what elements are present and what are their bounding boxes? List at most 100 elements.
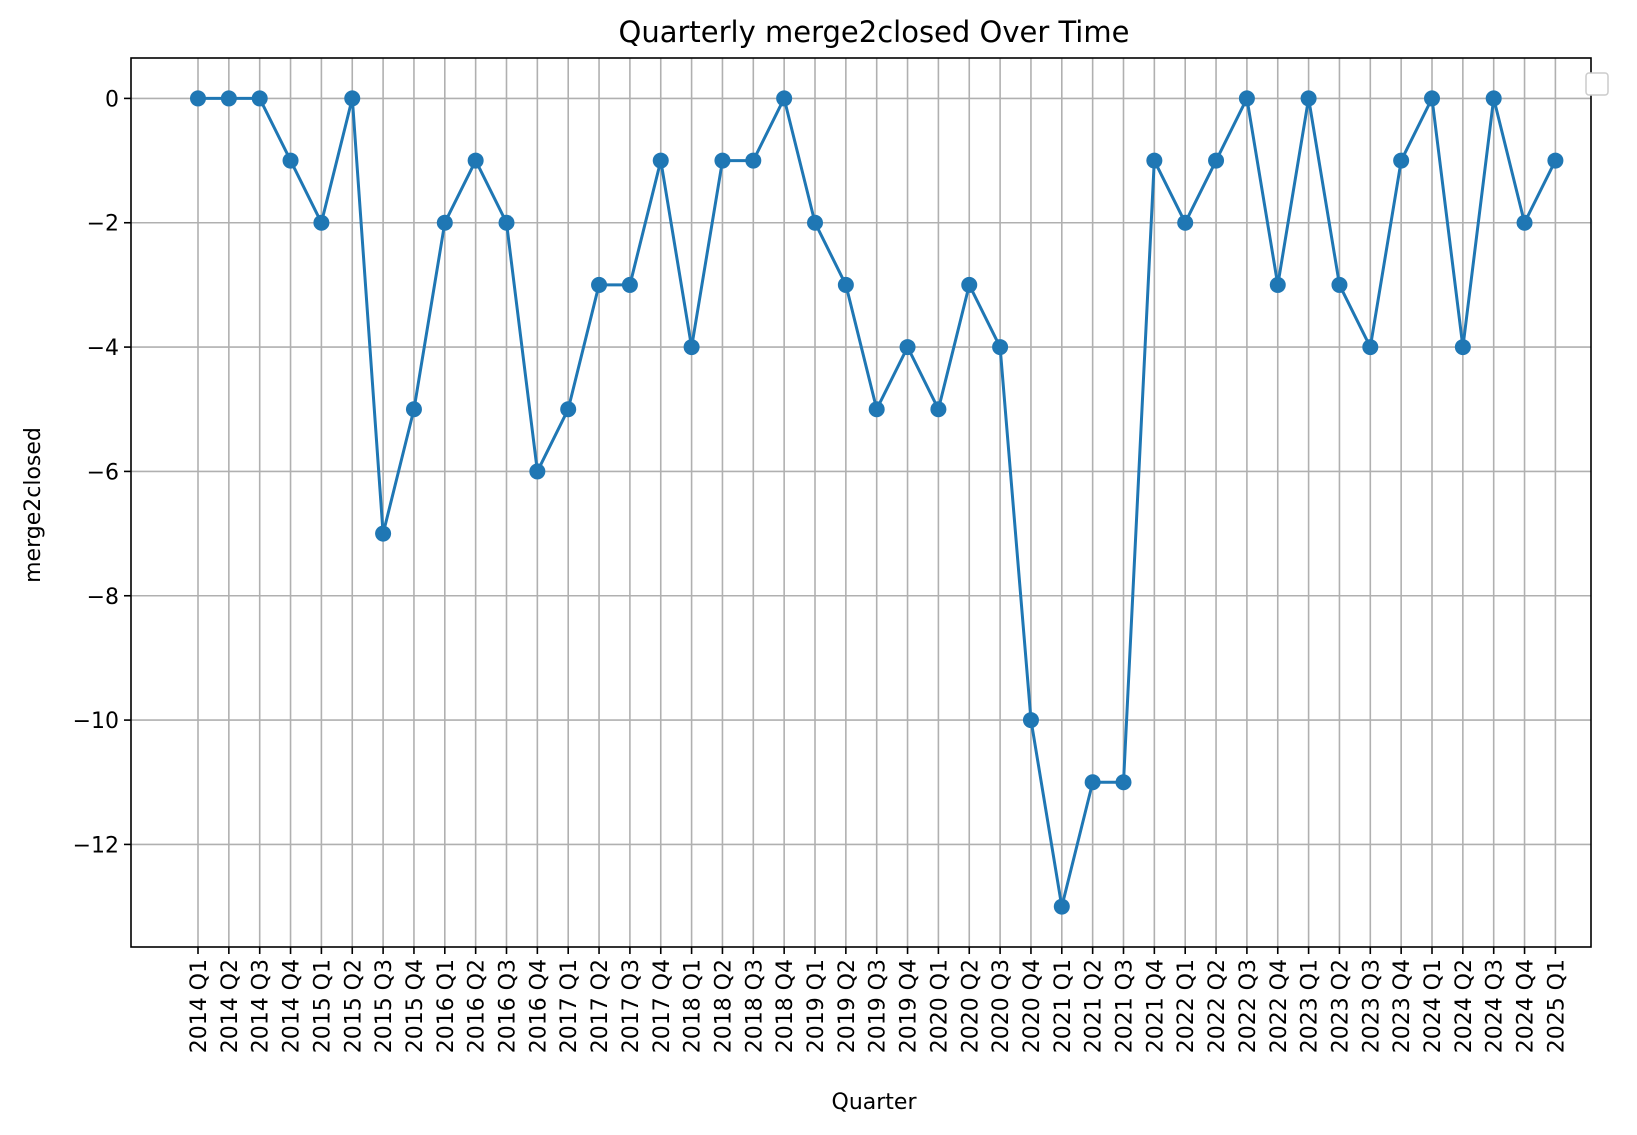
x-tick-label: 2015 Q1 [310,959,335,1053]
x-tick-label: 2020 Q4 [1020,959,1045,1053]
x-tick-label: 2016 Q4 [526,959,551,1053]
x-tick-labels: 2014 Q1 2014 Q2 2014 Q3 2014 Q4 2015 Q1 2015 … [187,959,1569,1053]
x-tick-label: 2021 Q1 [1051,959,1076,1053]
x-tick-label: 2014 Q3 [249,959,274,1053]
data-point [621,276,638,293]
data-point [1485,90,1502,107]
x-tick-label: 2021 Q3 [1113,959,1138,1053]
data-point [1331,276,1348,293]
data-point [498,214,515,231]
x-tick-label: 2018 Q1 [681,959,706,1053]
x-tick-label: 2023 Q1 [1298,959,1323,1053]
x-tick-label: 2017 Q2 [588,959,613,1053]
data-point [714,152,731,169]
data-point [1300,90,1317,107]
series-layer [190,90,1564,915]
x-tick-label: 2024 Q4 [1514,959,1539,1053]
data-point [1022,712,1039,729]
data-point [899,339,916,356]
data-point [560,401,577,418]
x-tick-label: 2023 Q2 [1328,959,1353,1053]
data-point [837,276,854,293]
data-point [313,214,330,231]
x-tick-label: 2023 Q4 [1390,959,1415,1053]
data-point [190,90,206,107]
x-tick-label: 2014 Q4 [280,959,305,1053]
x-tick-label: 2020 Q2 [958,959,983,1053]
data-point [1146,152,1163,169]
data-point [220,90,237,107]
data-point [1269,276,1286,293]
x-tick-label: 2021 Q4 [1143,959,1168,1053]
x-axis-label: Quarter [832,1090,918,1115]
data-point [251,90,268,107]
x-tick-label: 2021 Q2 [1082,959,1107,1053]
y-tick-label: −8 [87,585,119,610]
x-tick-label: 2024 Q3 [1483,959,1508,1053]
data-point [591,276,608,293]
data-point [1115,774,1132,791]
x-tick-label: 2017 Q3 [619,959,644,1053]
data-point [807,214,823,231]
data-point [405,401,422,418]
y-tick-label: −12 [73,833,119,858]
legend [1585,72,1609,96]
data-point [1362,339,1379,356]
y-tick-label: −6 [87,460,119,485]
data-point [1208,152,1225,169]
data-point [1084,774,1101,791]
y-tick-label: −2 [87,212,119,237]
x-tick-label: 2019 Q2 [835,959,860,1053]
x-tick-label: 2024 Q1 [1421,959,1446,1053]
x-tick-label: 2020 Q1 [927,959,952,1053]
x-tick-label: 2022 Q1 [1174,959,1199,1053]
data-point [375,525,392,542]
x-tick-label: 2018 Q2 [711,959,736,1053]
x-tick-label: 2016 Q1 [434,959,459,1053]
x-tick-label: 2022 Q4 [1267,959,1292,1053]
data-point [282,152,299,169]
x-tick-label: 2022 Q3 [1236,959,1261,1053]
x-tick-label: 2020 Q3 [989,959,1014,1053]
data-point [436,214,453,231]
data-point [930,401,947,418]
data-point [868,401,885,418]
x-tick-label: 2018 Q3 [742,959,767,1053]
y-tick-labels: 0 −2 −4 −6 −8 −10 −12 [73,87,119,858]
data-point [1393,152,1410,169]
x-tick-label: 2015 Q2 [341,959,366,1053]
data-point [344,90,361,107]
data-point [776,90,793,107]
x-tick-label: 2024 Q2 [1452,959,1477,1053]
x-tick-label: 2014 Q1 [187,959,212,1053]
x-tick-label: 2017 Q4 [650,959,675,1053]
y-tick-label: 0 [105,87,119,112]
x-tick-label: 2018 Q4 [773,959,798,1053]
y-tick-label: −4 [87,336,119,361]
x-tick-label: 2025 Q1 [1544,959,1569,1053]
x-tick-label: 2016 Q3 [496,959,521,1053]
plot-frame [130,57,1592,948]
data-point [745,152,762,169]
x-tick-label: 2015 Q3 [372,959,397,1053]
data-point [992,339,1009,356]
data-point [1547,152,1564,169]
data-point [961,276,978,293]
data-point [467,152,484,169]
data-point [1424,90,1440,107]
x-tick-label: 2015 Q4 [403,959,428,1053]
chart-title: Quarterly merge2closed Over Time [619,15,1130,49]
data-point [1177,214,1194,231]
x-tick-label: 2019 Q3 [866,959,891,1053]
ticks [124,97,1557,954]
x-tick-label: 2023 Q3 [1359,959,1384,1053]
y-tick-label: −10 [73,709,119,734]
x-tick-label: 2016 Q2 [465,959,490,1053]
data-point [529,463,546,480]
data-point [683,339,700,356]
data-point [1053,898,1070,915]
data-point [1516,214,1533,231]
x-tick-label: 2022 Q2 [1205,959,1230,1053]
